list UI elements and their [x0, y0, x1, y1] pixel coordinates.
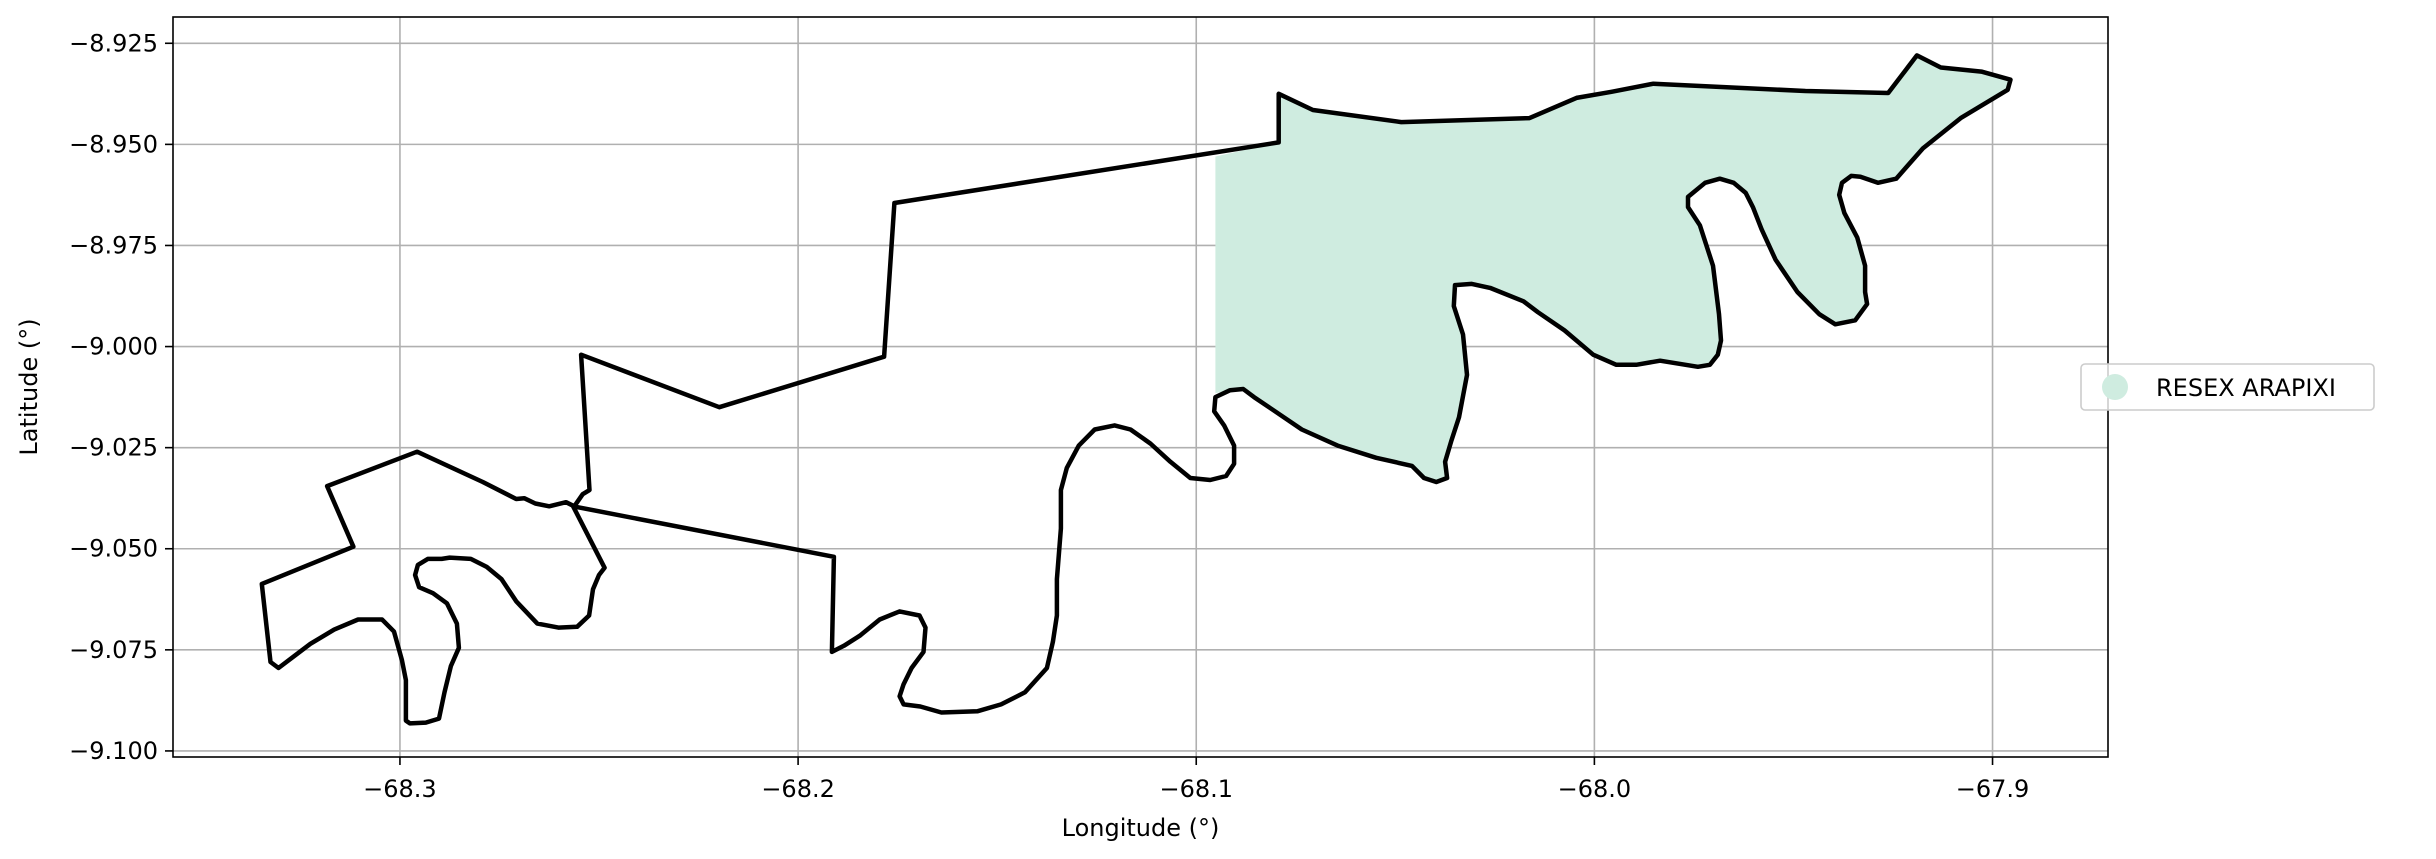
x-tick-label: −68.2: [761, 775, 835, 803]
x-axis-label: Longitude (°): [1062, 814, 1220, 842]
y-tick-label: −9.025: [69, 434, 158, 462]
x-tick-label: −68.0: [1558, 775, 1632, 803]
region-fills: [1215, 55, 2011, 483]
x-axis-ticks: −68.3 −68.2 −68.1 −68.0 −67.9: [363, 757, 2029, 803]
y-tick-label: −8.950: [69, 130, 158, 158]
y-tick-label: −9.000: [69, 333, 158, 361]
legend-marker: [2102, 374, 2128, 400]
y-tick-label: −9.075: [69, 636, 158, 664]
y-axis-ticks: −8.925 −8.950 −8.975 −9.000 −9.025 −9.050 −9.0…: [69, 29, 173, 765]
y-tick-label: −9.100: [69, 737, 158, 765]
y-tick-label: −8.975: [69, 231, 158, 259]
legend-label: RESEX ARAPIXI: [2156, 374, 2336, 402]
x-tick-label: −68.3: [363, 775, 437, 803]
x-tick-label: −67.9: [1956, 775, 2030, 803]
legend-box: [2080, 363, 2375, 411]
y-axis-label: Latitude (°): [15, 318, 43, 455]
region-fill-0: [1215, 55, 2011, 483]
y-tick-label: −9.050: [69, 535, 158, 563]
y-tick-label: −8.925: [69, 29, 158, 57]
boundary-outline: [259, 53, 2013, 726]
legend: RESEX ARAPIXI: [2080, 363, 2375, 411]
boundary-line: [259, 53, 2013, 726]
grid-lines: [173, 17, 2108, 757]
x-tick-label: −68.1: [1159, 775, 1233, 803]
